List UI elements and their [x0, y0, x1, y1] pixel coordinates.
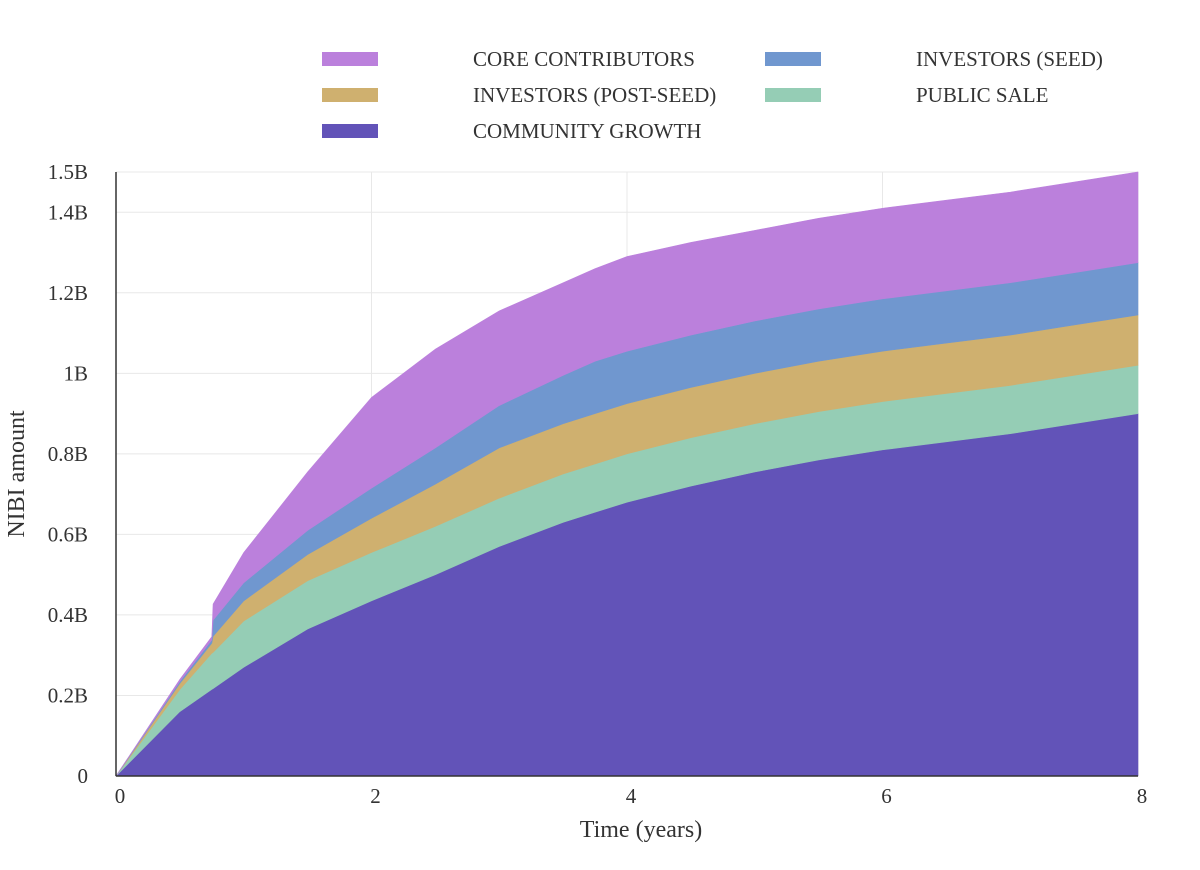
area-core-contributors	[115, 171, 1139, 777]
x-tick-label: 0	[115, 784, 126, 808]
axes	[115, 172, 1138, 777]
x-axis-title: Time (years)	[580, 817, 702, 843]
x-axis-ticks: 0 2 4 6 8	[115, 784, 1148, 808]
area-series	[115, 171, 1139, 777]
legend: CORE CONTRIBUTORS INVESTORS (SEED) INVESTO…	[322, 47, 1103, 143]
x-tick-label: 2	[370, 784, 381, 808]
y-tick-label: 1.4B	[48, 200, 88, 224]
legend-swatch-public-sale	[765, 88, 821, 102]
legend-label-investors-seed: INVESTORS (SEED)	[916, 47, 1103, 71]
y-tick-label: 0.6B	[48, 522, 88, 546]
y-tick-label: 0.2B	[48, 683, 88, 707]
legend-label-core-contributors: CORE CONTRIBUTORS	[473, 47, 695, 71]
legend-label-public-sale: PUBLIC SALE	[916, 83, 1048, 107]
x-tick-label: 4	[626, 784, 637, 808]
legend-swatch-community-growth	[322, 124, 378, 138]
y-tick-label: 0.8B	[48, 442, 88, 466]
y-axis-ticks: 0 0.2B 0.4B 0.6B 0.8B 1B 1.2B 1.4B 1.5B	[48, 160, 88, 788]
y-axis-title: NIBI amount	[4, 410, 30, 538]
legend-swatch-investors-seed	[765, 52, 821, 66]
legend-swatch-investors-post-seed	[322, 88, 378, 102]
y-tick-label: 0	[78, 764, 89, 788]
y-tick-label: 1.5B	[48, 160, 88, 184]
legend-label-community-growth: COMMUNITY GROWTH	[473, 119, 701, 143]
y-tick-label: 0.4B	[48, 603, 88, 627]
legend-label-investors-post-seed: INVESTORS (POST-SEED)	[473, 83, 716, 107]
y-tick-label: 1.2B	[48, 281, 88, 305]
x-tick-label: 6	[881, 784, 892, 808]
y-tick-label: 1B	[63, 361, 88, 385]
x-tick-label: 8	[1137, 784, 1148, 808]
legend-swatch-core-contributors	[322, 52, 378, 66]
